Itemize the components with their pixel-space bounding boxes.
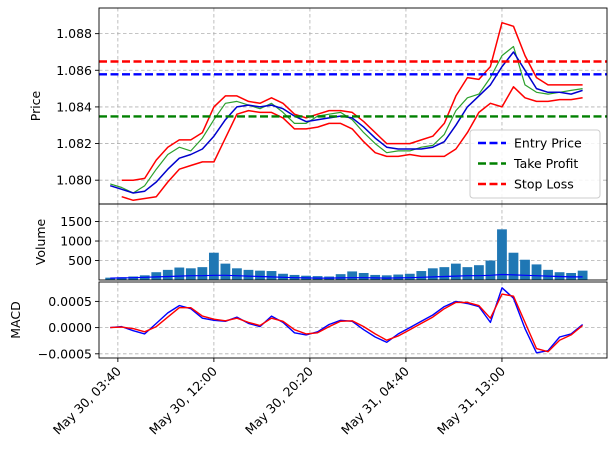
macd-ylabel: MACD	[8, 301, 23, 338]
volume-bar	[220, 263, 231, 280]
macd-ytick-label: 0.0005	[48, 294, 92, 309]
macd-ytick-label: −0.0005	[38, 346, 92, 361]
volume-bar	[450, 263, 461, 280]
volume-bar	[105, 277, 116, 280]
volume-bar	[243, 269, 254, 280]
volume-bar	[162, 269, 173, 280]
volume-bar	[531, 264, 542, 280]
legend-label-stop-loss: Stop Loss	[514, 177, 574, 192]
volume-bar	[508, 252, 519, 280]
price-ytick-label: 1.084	[56, 99, 92, 114]
volume-bar	[520, 259, 530, 280]
volume-ytick-label: 1000	[60, 234, 92, 249]
price-series-lower-band	[121, 86, 583, 202]
volume-bar	[543, 269, 553, 280]
x-tick-label: May 30, 03:40	[50, 363, 124, 437]
volume-bar	[232, 268, 242, 280]
volume-bar	[266, 271, 277, 280]
macd-frame	[98, 281, 608, 359]
x-tick-label: May 31, 04:40	[338, 363, 412, 437]
volume-ylabel: Volume	[33, 218, 48, 265]
legend: Entry Price Take Profit Stop Loss	[469, 129, 601, 199]
price-ytick-label: 1.082	[56, 136, 92, 151]
volume-bar	[185, 268, 196, 280]
x-axis: May 30, 03:40 May 30, 12:00 May 30, 20:20 M…	[50, 358, 508, 438]
volume-bar	[439, 267, 450, 280]
volume-bar	[497, 229, 507, 280]
volume-ytick-label: 1500	[60, 214, 92, 229]
volume-panel: 500 1000 1500 Volume	[33, 203, 608, 281]
volume-bar	[427, 268, 438, 280]
x-tick-label: May 30, 12:00	[146, 363, 220, 437]
price-ytick-label: 1.086	[56, 63, 92, 78]
x-tick-label: May 30, 20:20	[242, 363, 316, 437]
volume-bar	[197, 267, 208, 280]
x-tick-label: May 31, 13:00	[434, 363, 508, 437]
volume-bar	[474, 265, 484, 280]
volume-bar	[577, 270, 588, 280]
volume-bar	[393, 274, 404, 280]
volume-bar	[416, 271, 427, 280]
volume-bar	[116, 277, 127, 280]
volume-bar	[174, 267, 185, 280]
volume-bar	[358, 272, 369, 280]
macd-series-macd	[110, 287, 584, 354]
price-series-upper-band	[121, 21, 583, 181]
volume-bar	[255, 270, 265, 280]
price-ylabel: Price	[28, 90, 43, 121]
price-ytick-label: 1.080	[56, 173, 92, 188]
volume-bar	[404, 273, 415, 280]
macd-ytick-label: 0.0000	[48, 320, 92, 335]
volume-bar	[462, 267, 473, 280]
volume-bar	[151, 272, 162, 280]
legend-label-take-profit: Take Profit	[513, 156, 578, 171]
volume-frame	[98, 203, 608, 281]
volume-bar	[335, 274, 346, 280]
volume-bar	[347, 271, 358, 280]
macd-panel: −0.0005 0.0000 0.0005 MACD	[8, 281, 608, 361]
legend-box	[469, 129, 601, 199]
volume-bar	[208, 252, 219, 280]
volume-bar	[485, 260, 496, 280]
volume-ma-line	[110, 273, 583, 279]
volume-ytick-label: 500	[68, 253, 92, 268]
legend-label-entry-price: Entry Price	[514, 136, 582, 151]
macd-series-signal	[110, 293, 584, 353]
price-ytick-label: 1.088	[56, 26, 92, 41]
